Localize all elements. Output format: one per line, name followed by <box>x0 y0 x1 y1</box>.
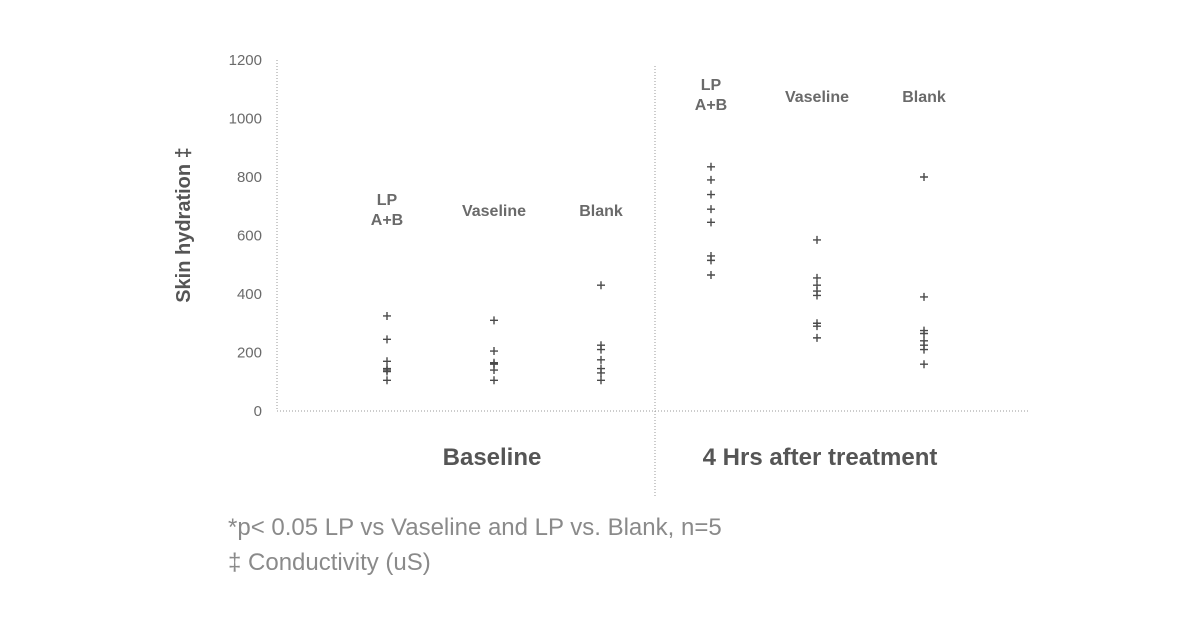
data-point <box>813 274 821 282</box>
data-point <box>490 347 498 355</box>
y-tick-label: 600 <box>237 228 262 245</box>
data-point <box>920 293 928 301</box>
group-label: Blank <box>579 203 623 220</box>
data-point <box>597 356 605 364</box>
y-tick-label: 800 <box>237 169 262 186</box>
y-tick-label: 1000 <box>229 111 262 128</box>
data-point <box>813 291 821 299</box>
data-point <box>490 376 498 384</box>
data-point <box>707 163 715 171</box>
data-point <box>383 357 391 365</box>
footnote-significance: *p< 0.05 LP vs Vaseline and LP vs. Blank… <box>228 514 722 542</box>
data-point <box>490 316 498 324</box>
section-label: 4 Hrs after treatment <box>703 444 938 471</box>
data-point <box>920 346 928 354</box>
scatter-chart: Skin hydration ‡ 0 200 400 600 800 1000 1200 B… <box>0 0 1200 500</box>
data-point <box>383 312 391 320</box>
y-axis-label: Skin hydration ‡ <box>173 147 195 303</box>
data-point <box>597 281 605 289</box>
section-label: Baseline <box>443 444 542 471</box>
data-point <box>707 271 715 279</box>
data-point <box>597 369 605 377</box>
group-label: Vaseline <box>462 203 526 220</box>
group-label: Blank <box>902 89 946 106</box>
group-label: Vaseline <box>785 89 849 106</box>
data-point <box>707 256 715 264</box>
y-tick-label: 0 <box>254 403 262 420</box>
data-point <box>490 366 498 374</box>
data-point <box>813 236 821 244</box>
data-point <box>383 335 391 343</box>
data-point <box>707 205 715 213</box>
data-point <box>920 360 928 368</box>
data-point <box>707 191 715 199</box>
data-point <box>707 176 715 184</box>
group-label: A+B <box>371 212 403 229</box>
data-point <box>383 376 391 384</box>
data-point <box>920 173 928 181</box>
data-point <box>597 376 605 384</box>
y-tick-label: 400 <box>237 286 262 303</box>
footnote-units: ‡ Conductivity (uS) <box>228 549 431 577</box>
data-point <box>597 346 605 354</box>
data-point <box>813 334 821 342</box>
data-point <box>707 218 715 226</box>
y-tick-label: 1200 <box>229 52 262 69</box>
group-label: LP <box>377 192 398 209</box>
group-label: A+B <box>695 97 727 114</box>
y-tick-label: 200 <box>237 345 262 362</box>
group-label: LP <box>701 77 722 94</box>
